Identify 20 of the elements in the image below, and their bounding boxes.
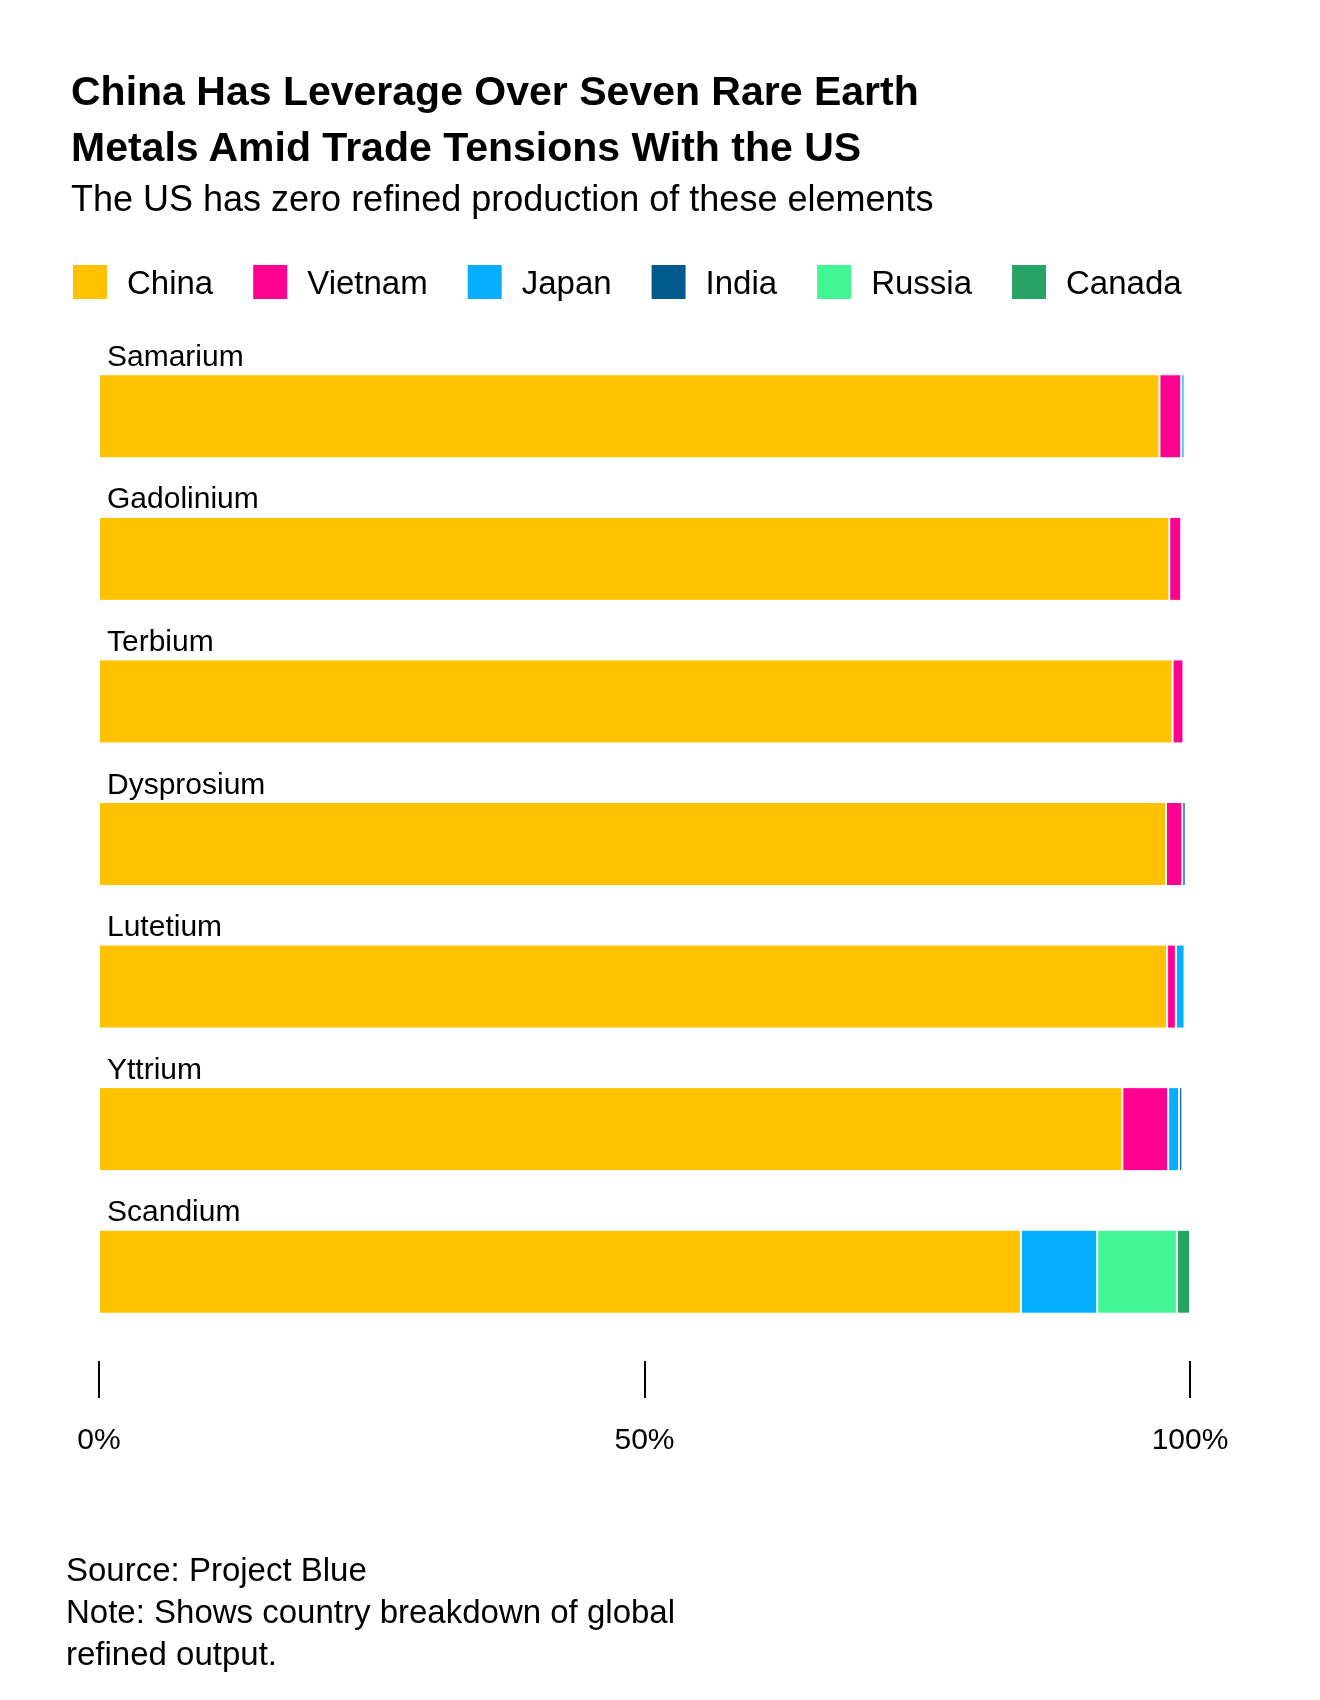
y-tick-label: Dysprosium bbox=[107, 766, 266, 800]
x-tick-label: 50% bbox=[614, 1421, 675, 1455]
legend-label: Russia bbox=[871, 263, 973, 301]
chart-subtitle: The US has zero refined production of these elements bbox=[71, 177, 934, 219]
x-tick-label: 100% bbox=[1151, 1421, 1229, 1455]
chart-title: China Has Leverage Over Seven Rare Earth Metals Amid Trade Tensions With the US bbox=[71, 68, 919, 170]
source-note: Source: Project Blue bbox=[66, 1550, 367, 1588]
legend-label: Japan bbox=[521, 263, 612, 301]
text: Note: Shows country breakdown of global refined output. bbox=[66, 1592, 676, 1672]
y-tick-label: Scandium bbox=[107, 1194, 241, 1228]
x-tick-label: 0% bbox=[77, 1421, 121, 1455]
y-tick-label: Lutetium bbox=[107, 909, 223, 943]
y-tick-label: Yttrium bbox=[107, 1051, 203, 1085]
y-tick-label: Terbium bbox=[107, 623, 214, 657]
y-tick-label: Gadolinium bbox=[107, 481, 259, 515]
legend-label: Vietnam bbox=[307, 263, 428, 301]
y-tick-label: Samarium bbox=[107, 338, 244, 372]
legend-label: India bbox=[705, 263, 778, 301]
legend-label: China bbox=[127, 263, 214, 301]
legend-label: Canada bbox=[1066, 263, 1183, 301]
